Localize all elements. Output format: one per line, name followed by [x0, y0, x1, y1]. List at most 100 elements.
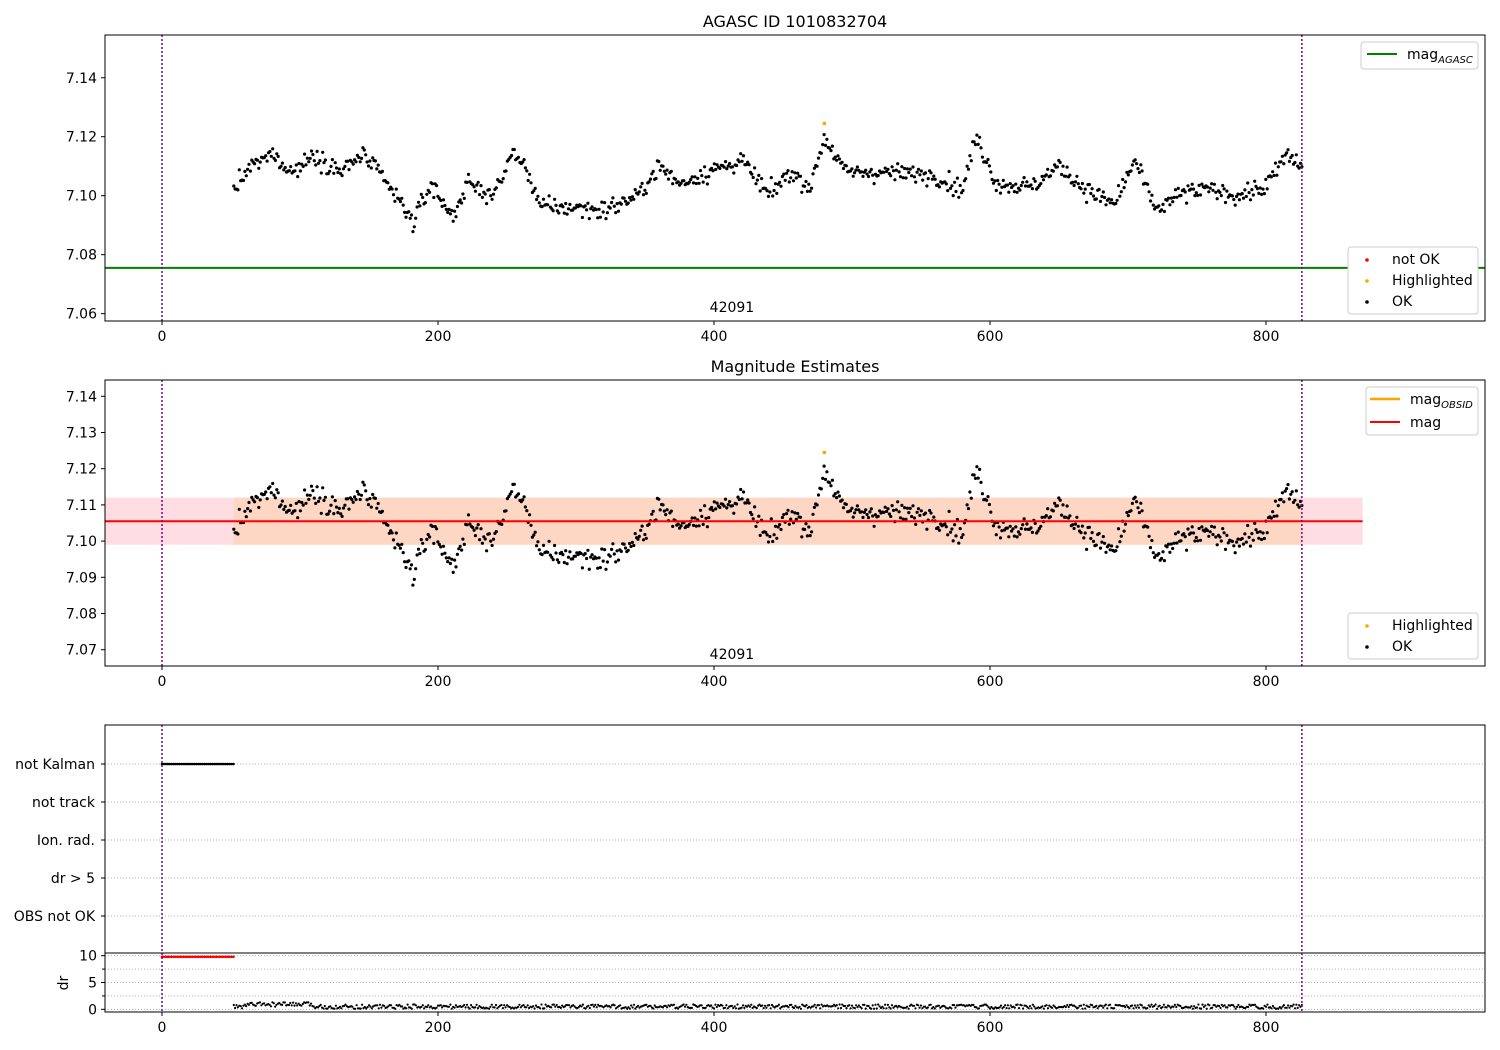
data-point	[1214, 190, 1218, 194]
dr-point	[740, 1006, 743, 1009]
data-point	[1147, 190, 1151, 194]
data-point	[391, 193, 396, 197]
data-point	[973, 143, 978, 147]
data-point	[1029, 526, 1033, 530]
data-point	[1255, 187, 1259, 191]
dr-point	[594, 1003, 597, 1007]
data-point	[418, 552, 422, 556]
data-point	[786, 169, 790, 173]
data-point	[315, 149, 319, 153]
data-point	[294, 163, 298, 167]
data-point	[769, 517, 773, 521]
data-point	[1101, 535, 1105, 539]
data-point	[1297, 166, 1301, 170]
data-point	[1076, 182, 1080, 186]
not-kalman-point	[162, 762, 166, 766]
data-point	[316, 499, 321, 503]
data-point	[1175, 541, 1179, 545]
data-point	[1219, 539, 1223, 543]
dr-point	[790, 1003, 793, 1006]
dr-point	[294, 1002, 297, 1005]
y-tick-label: 7.07	[66, 643, 97, 659]
data-point	[872, 182, 876, 186]
data-point	[976, 142, 980, 146]
data-point	[1241, 542, 1246, 546]
data-point	[1247, 535, 1251, 539]
panel2-points	[232, 450, 1304, 587]
data-point	[1185, 548, 1189, 552]
data-point	[1262, 536, 1266, 541]
data-point	[622, 542, 626, 546]
data-point	[639, 528, 643, 532]
data-point	[565, 562, 569, 566]
data-point	[269, 154, 273, 158]
data-point	[1151, 551, 1155, 555]
data-point	[643, 188, 647, 192]
dr-point	[1028, 1005, 1032, 1008]
data-point	[1023, 527, 1028, 531]
data-point	[483, 537, 487, 541]
dr-point	[1271, 1004, 1274, 1008]
data-point	[387, 531, 391, 535]
data-point	[901, 176, 905, 180]
data-point	[736, 495, 740, 499]
panel1-obsid-annotation: 42091	[710, 300, 755, 316]
data-point	[746, 498, 750, 502]
data-point	[603, 201, 607, 205]
data-point	[1240, 536, 1244, 541]
dr-point	[309, 1002, 313, 1005]
data-point	[840, 160, 844, 164]
dr-point	[1204, 1004, 1207, 1007]
dr-point	[820, 1003, 823, 1006]
dr-point	[376, 1004, 379, 1007]
dr-point	[917, 1004, 920, 1007]
data-point	[1210, 524, 1214, 529]
data-point	[1114, 201, 1118, 206]
dr-point	[1165, 1006, 1168, 1009]
data-point	[1089, 191, 1093, 196]
dr-point	[447, 1005, 451, 1008]
dr-point	[1253, 1003, 1257, 1006]
data-point	[322, 498, 326, 502]
data-point	[283, 165, 287, 170]
data-point	[976, 476, 980, 480]
data-point	[541, 543, 546, 548]
data-point	[1283, 489, 1287, 493]
data-point	[1116, 527, 1121, 531]
data-point	[460, 548, 464, 552]
dr-point	[889, 1007, 892, 1010]
dr-point	[867, 1004, 870, 1008]
dr-point	[777, 1003, 781, 1006]
data-point	[304, 501, 308, 505]
dr-point	[649, 1004, 652, 1007]
data-point	[521, 498, 525, 502]
data-point	[883, 166, 887, 170]
dr-point	[1128, 1007, 1131, 1010]
data-point	[296, 516, 300, 520]
data-point	[536, 194, 540, 198]
not-kalman-point	[180, 762, 183, 766]
dr-point	[855, 1004, 858, 1007]
data-point	[564, 201, 568, 206]
dr-point	[986, 1004, 989, 1007]
data-point	[458, 544, 462, 549]
data-point	[236, 532, 240, 536]
dr-point	[1218, 1004, 1221, 1008]
y-tick-label: 7.11	[66, 498, 97, 514]
data-point	[1107, 543, 1111, 547]
data-point	[937, 528, 942, 532]
data-point	[1060, 513, 1064, 517]
data-point	[1286, 148, 1290, 152]
data-point	[1258, 186, 1262, 190]
data-point	[1207, 534, 1211, 538]
data-point	[1237, 198, 1241, 202]
data-point	[821, 476, 825, 480]
data-point	[640, 524, 644, 528]
dr-point	[235, 1004, 238, 1007]
data-point	[600, 547, 604, 551]
dr-point	[363, 1005, 366, 1009]
data-point	[587, 217, 591, 221]
dr-point	[423, 1007, 426, 1010]
dr-point	[1298, 1004, 1301, 1007]
data-point	[1282, 500, 1286, 504]
